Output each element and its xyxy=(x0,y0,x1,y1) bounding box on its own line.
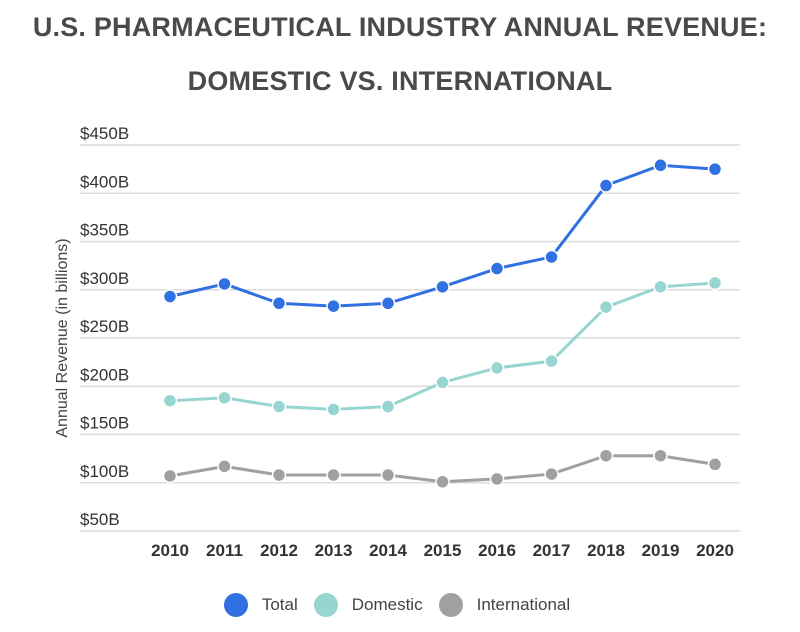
data-point-domestic-2014 xyxy=(380,399,396,414)
y-tick-label: $150B xyxy=(80,414,129,433)
data-point-total-2013 xyxy=(326,298,341,314)
x-tick-label: 2020 xyxy=(696,541,734,560)
data-point-domestic-2017 xyxy=(544,353,559,369)
data-point-domestic-2020 xyxy=(707,275,723,291)
data-point-international-2015 xyxy=(435,474,450,490)
data-point-international-2020 xyxy=(707,457,723,472)
data-point-international-2018 xyxy=(598,448,614,463)
y-axis-label: Annual Revenue (in billions) xyxy=(54,238,71,437)
legend-item-total: Total xyxy=(223,593,298,617)
data-point-total-2019 xyxy=(653,158,668,173)
y-tick-label: $250B xyxy=(80,317,129,336)
x-tick-label: 2017 xyxy=(533,541,571,560)
data-point-total-2016 xyxy=(489,261,505,276)
legend-marker xyxy=(313,593,338,617)
legend-item-domestic: Domestic xyxy=(313,593,423,617)
data-point-international-2012 xyxy=(271,467,287,483)
y-tick-label: $450B xyxy=(80,124,129,143)
x-tick-label: 2010 xyxy=(151,541,189,560)
legend-label: Total xyxy=(261,595,298,614)
legend-label: Domestic xyxy=(351,595,423,614)
data-point-total-2018 xyxy=(598,178,614,193)
data-point-domestic-2015 xyxy=(435,375,450,390)
y-tick-label: $350B xyxy=(80,221,129,240)
y-tick-label: $200B xyxy=(80,365,129,384)
x-tick-label: 2012 xyxy=(260,541,298,560)
data-point-total-2015 xyxy=(435,279,450,295)
data-point-international-2017 xyxy=(544,466,559,482)
y-tick-label: $100B xyxy=(80,462,129,481)
legend: Total Domestic International xyxy=(0,593,800,617)
data-point-international-2011 xyxy=(217,459,232,474)
data-point-international-2014 xyxy=(380,467,396,483)
data-point-domestic-2013 xyxy=(326,402,341,417)
data-point-domestic-2018 xyxy=(598,299,614,315)
x-tick-label: 2019 xyxy=(642,541,680,560)
data-point-international-2013 xyxy=(326,467,341,483)
x-tick-label: 2018 xyxy=(587,541,625,560)
chart-title: U.S. PHARMACEUTICAL INDUSTRY ANNUAL REVE… xyxy=(32,12,768,42)
x-tick-label: 2014 xyxy=(369,541,407,560)
legend-marker xyxy=(438,593,463,617)
data-point-international-2016 xyxy=(489,471,505,487)
data-point-international-2019 xyxy=(653,448,668,463)
data-point-total-2010 xyxy=(162,289,178,304)
chart-subtitle: DOMESTIC VS. INTERNATIONAL xyxy=(187,66,613,96)
y-tick-label: $300B xyxy=(80,269,129,288)
x-tick-label: 2013 xyxy=(315,541,353,560)
data-point-total-2020 xyxy=(707,161,723,177)
data-point-domestic-2016 xyxy=(489,360,505,376)
series-line-domestic xyxy=(169,281,716,411)
y-tick-label: $400B xyxy=(80,172,129,191)
data-point-domestic-2019 xyxy=(653,279,668,295)
y-tick-label: $50B xyxy=(80,510,120,529)
x-tick-label: 2016 xyxy=(478,541,516,560)
x-tick-label: 2011 xyxy=(206,541,243,560)
data-point-domestic-2012 xyxy=(271,399,287,414)
data-point-international-2010 xyxy=(162,468,178,484)
x-tick-label: 2015 xyxy=(424,541,462,560)
legend-marker xyxy=(223,593,248,617)
data-point-domestic-2010 xyxy=(162,393,178,408)
legend-item-international: International xyxy=(438,593,571,617)
legend-label: International xyxy=(476,595,571,614)
data-point-domestic-2011 xyxy=(217,390,232,406)
data-point-total-2012 xyxy=(271,296,287,311)
data-point-total-2017 xyxy=(544,249,559,265)
data-point-total-2014 xyxy=(380,296,396,311)
data-point-total-2011 xyxy=(217,276,232,292)
